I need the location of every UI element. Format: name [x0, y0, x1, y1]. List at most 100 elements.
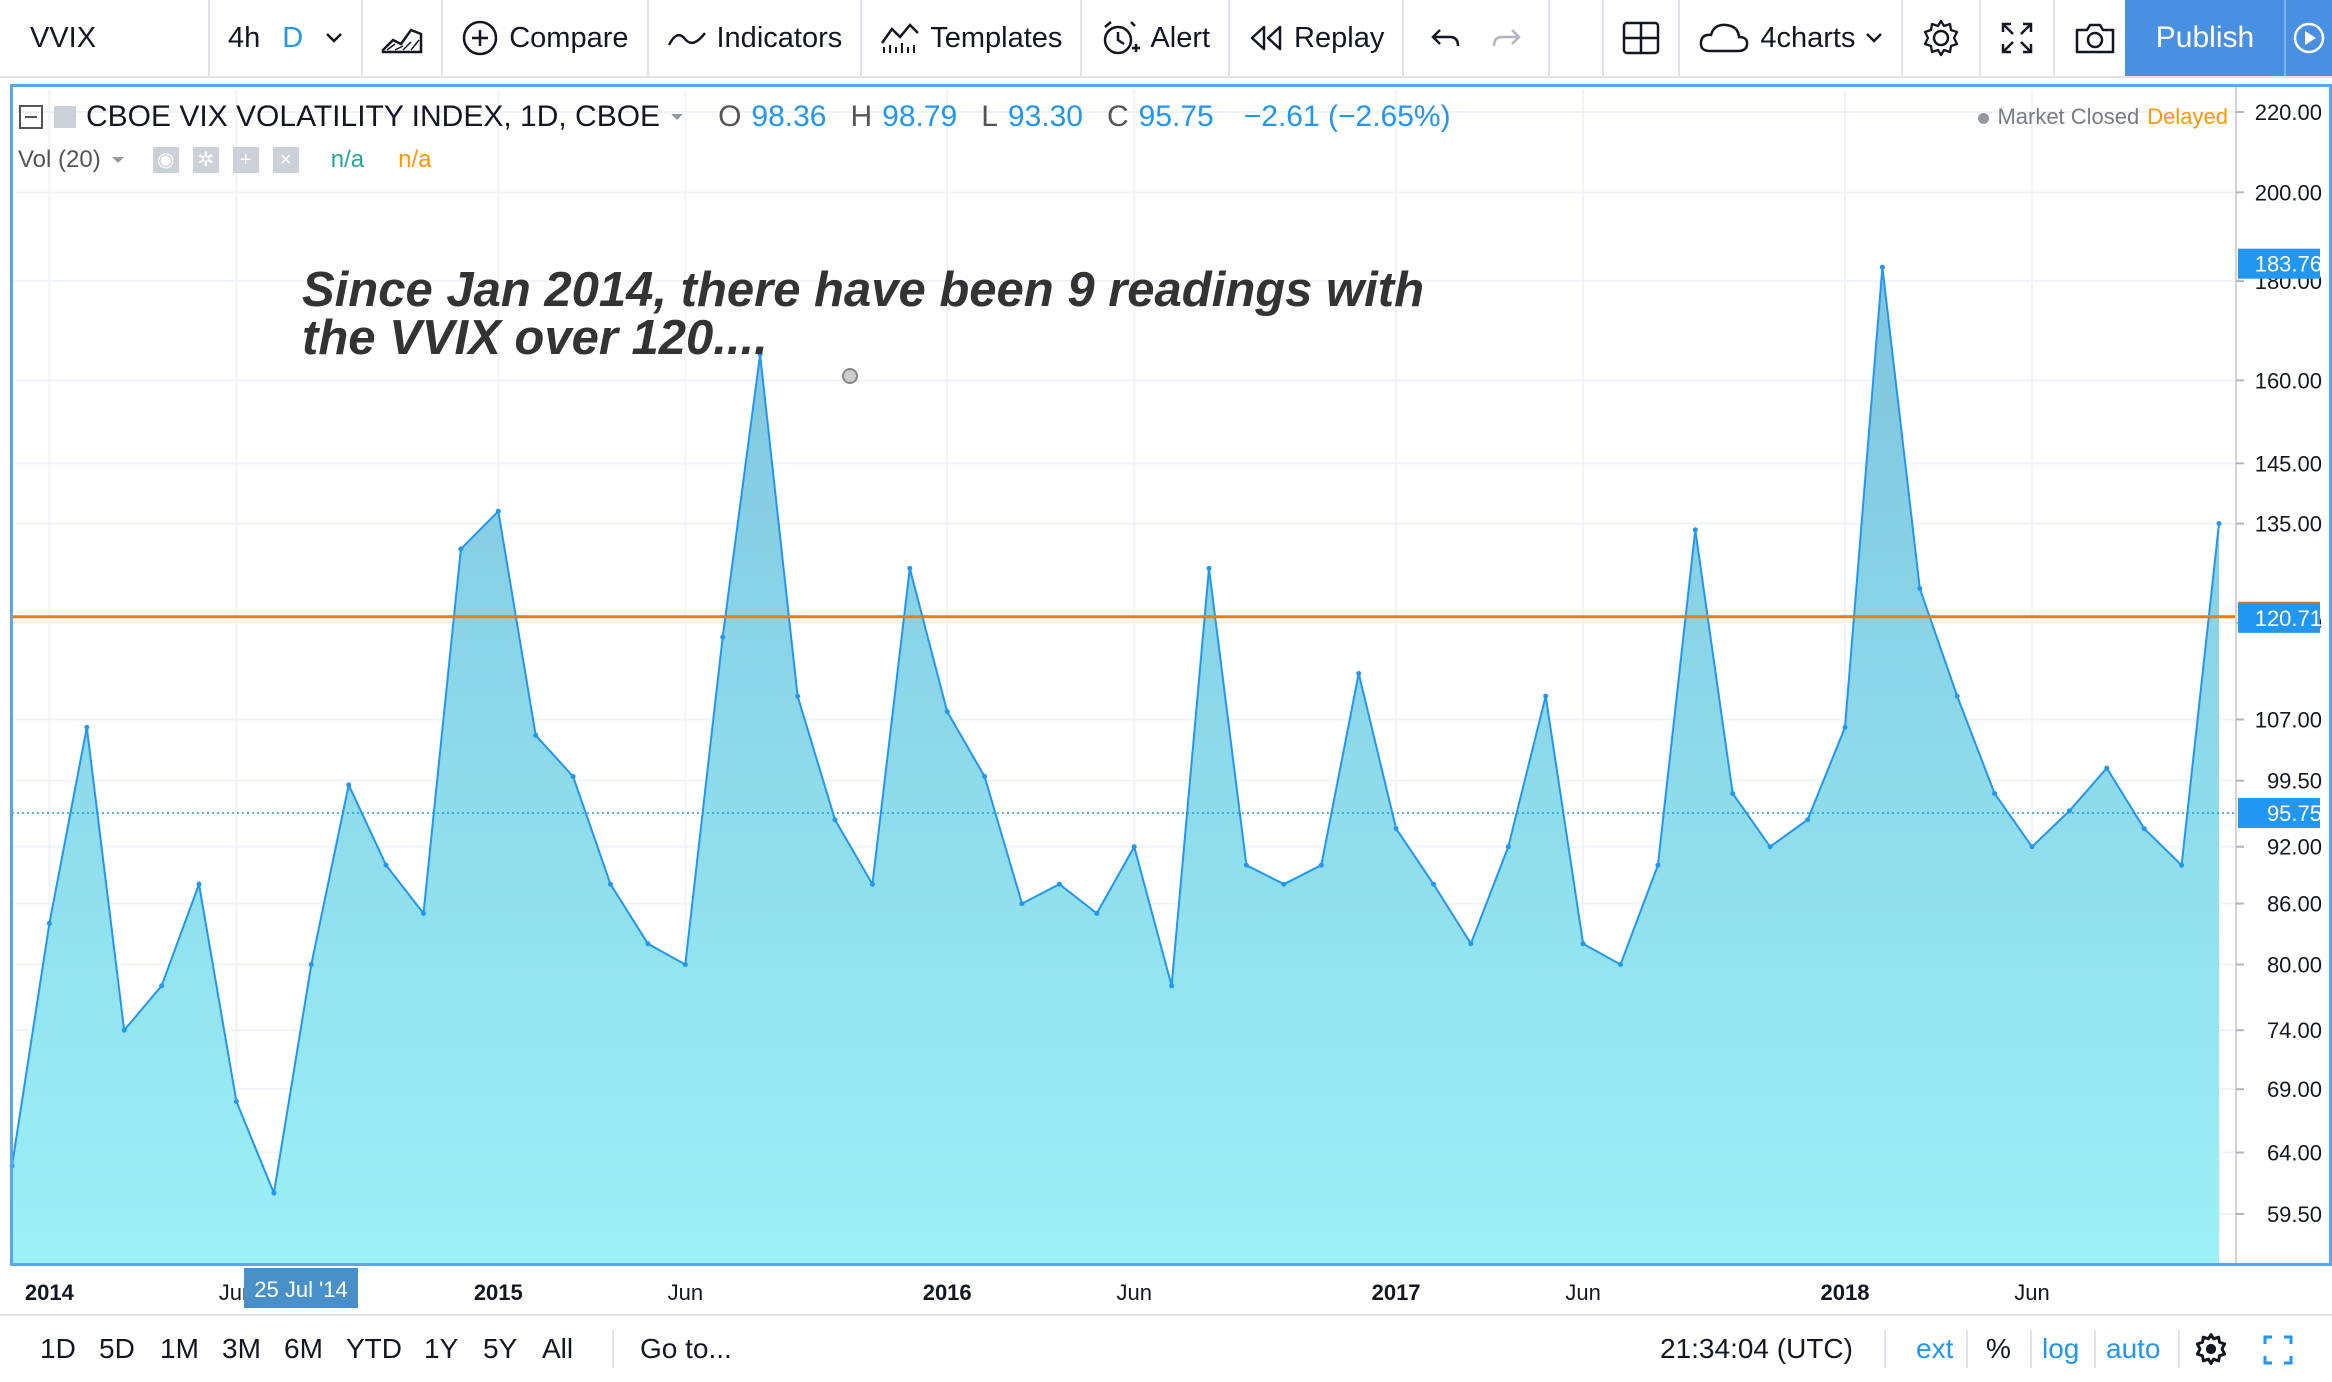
price-label-badge — [2238, 248, 2320, 279]
data-point — [2141, 826, 2147, 832]
close-icon[interactable]: × — [272, 147, 299, 173]
status-dot-icon — [1978, 113, 1990, 124]
time-tick-label: Jun — [1116, 1280, 1151, 1305]
expand-icon — [2002, 22, 2033, 54]
caret-down-icon[interactable] — [111, 155, 125, 165]
interval-selector[interactable]: 4h D — [210, 0, 364, 76]
gear-icon — [1924, 19, 1959, 57]
caret-down-icon[interactable] — [670, 112, 684, 122]
goto-button[interactable]: Go to... — [640, 1333, 732, 1364]
annotation-anchor-handle[interactable] — [842, 368, 858, 384]
data-point — [1805, 817, 1811, 823]
series-line[interactable] — [11, 267, 2220, 1197]
market-status: Market Closed Delayed — [1978, 104, 2228, 130]
collapse-legend-icon[interactable] — [18, 104, 44, 130]
data-point — [271, 1190, 277, 1196]
volume-value: n/a — [330, 146, 365, 173]
gear-icon[interactable] — [2194, 1332, 2228, 1366]
alert-button[interactable]: Alert — [1082, 0, 1231, 76]
data-point — [2179, 862, 2185, 868]
compare-label: Compare — [509, 21, 629, 54]
settings-button[interactable] — [1903, 0, 1982, 76]
range-1m[interactable]: 1M — [160, 1333, 199, 1364]
data-point — [1169, 983, 1175, 989]
range-6m[interactable]: 6M — [284, 1333, 323, 1364]
high-value: 98.79 — [882, 100, 958, 133]
gear-icon[interactable]: ✲ — [192, 147, 219, 173]
fullscreen-button[interactable] — [1981, 0, 2056, 76]
data-point — [907, 565, 913, 571]
legend-color-swatch — [54, 106, 76, 128]
crosshair-date-badge — [244, 1268, 358, 1308]
separator — [1884, 1330, 1886, 1368]
layout-grid-button[interactable] — [1602, 0, 1681, 76]
compare-button[interactable]: Compare — [443, 0, 649, 76]
separator — [1966, 1330, 1968, 1368]
publish-button[interactable]: Publish — [2125, 0, 2285, 76]
data-point — [720, 634, 726, 640]
data-point — [608, 881, 613, 887]
save-layout-button[interactable]: 4charts — [1680, 0, 1904, 76]
price-tick-label: 86.00 — [2267, 892, 2322, 917]
plus-icon[interactable]: + — [232, 147, 259, 173]
price-label-badge — [2238, 602, 2320, 633]
range-5y[interactable]: 5Y — [483, 1333, 518, 1364]
data-point — [795, 693, 801, 699]
price-label-text: 183.76 — [2255, 252, 2322, 277]
range-1y[interactable]: 1Y — [424, 1333, 459, 1364]
chevron-down-icon[interactable] — [1865, 32, 1883, 44]
clock[interactable]: 21:34:04 (UTC) — [1660, 1333, 1853, 1364]
chart-style-button[interactable] — [363, 0, 444, 76]
range-1d[interactable]: 1D — [40, 1333, 76, 1364]
data-point — [1767, 844, 1773, 850]
close-label: C — [1107, 100, 1129, 133]
time-tick-label: 2018 — [1820, 1280, 1869, 1305]
indicators-button[interactable]: Indicators — [649, 0, 863, 76]
price-tick-label: 220.00 — [2255, 100, 2322, 125]
range-ytd[interactable]: YTD — [346, 1333, 402, 1364]
eye-icon[interactable]: ◉ — [152, 147, 179, 173]
data-point — [1692, 527, 1698, 533]
symbol-search-button[interactable]: VVIX — [0, 0, 210, 76]
interval-d[interactable]: D — [282, 21, 304, 54]
indicators-label: Indicators — [716, 21, 843, 54]
replay-button[interactable]: Replay — [1230, 0, 1405, 76]
ext-toggle[interactable]: ext — [1916, 1333, 1954, 1364]
data-point — [757, 351, 763, 357]
chart-pane-border — [10, 84, 2332, 1266]
price-tick-label: 92.00 — [2267, 835, 2322, 860]
fullscreen-icon[interactable] — [2262, 1334, 2294, 1366]
range-all[interactable]: All — [542, 1333, 574, 1364]
series-title[interactable]: CBOE VIX VOLATILITY INDEX, 1D, CBOE — [86, 100, 661, 133]
undo-icon[interactable] — [1430, 26, 1462, 50]
log-toggle[interactable]: log — [2042, 1333, 2080, 1364]
time-tick-label: Jun — [2014, 1280, 2049, 1305]
price-tick-label: 145.00 — [2255, 451, 2322, 476]
publish-options-button[interactable] — [2284, 0, 2332, 76]
low-value: 93.30 — [1007, 100, 1083, 133]
percent-toggle[interactable]: % — [1986, 1333, 2011, 1364]
data-point — [308, 962, 314, 967]
data-point — [46, 920, 52, 926]
time-tick-label: 2016 — [923, 1280, 972, 1305]
volume-indicator-title[interactable]: Vol (20) — [18, 146, 101, 173]
auto-toggle[interactable]: auto — [2106, 1333, 2161, 1364]
data-point — [682, 962, 688, 967]
range-3m[interactable]: 3M — [222, 1333, 261, 1364]
data-point — [1318, 862, 1324, 868]
data-point — [1842, 724, 1848, 730]
templates-button[interactable]: Templates — [862, 0, 1083, 76]
text-annotation[interactable]: Since Jan 2014, there have been 9 readin… — [302, 266, 1452, 363]
data-point — [869, 881, 875, 887]
range-5d[interactable]: 5D — [99, 1333, 135, 1364]
chevron-down-icon[interactable] — [325, 32, 343, 44]
redo-icon[interactable] — [1490, 26, 1522, 50]
replay-label: Replay — [1294, 21, 1385, 54]
data-point — [84, 724, 90, 730]
time-tick-label: 2014 — [25, 1280, 75, 1305]
data-point — [233, 1099, 239, 1104]
time-tick-label: 2017 — [1372, 1280, 1421, 1305]
time-tick-label: Jun — [1565, 1280, 1600, 1305]
price-chart[interactable]: 59.50 64.00 69.00 74.00 80.00 86.00 92.00 99.50… — [0, 0, 2332, 1314]
interval-4h[interactable]: 4h — [228, 21, 261, 54]
